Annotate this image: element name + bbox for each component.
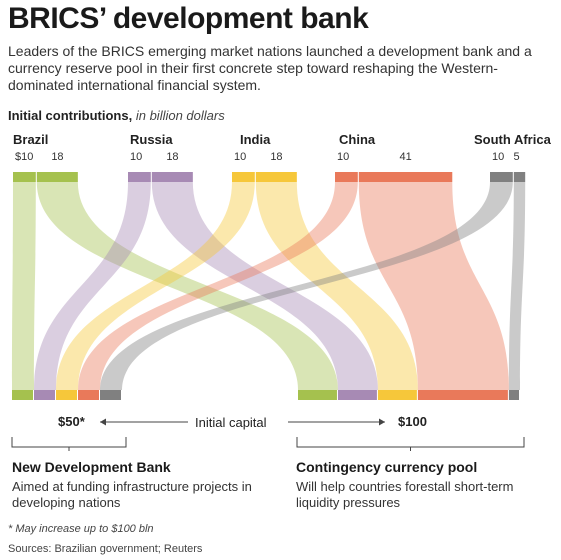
flow-bank-brazil — [12, 182, 36, 390]
contributions-unit: in billion dollars — [135, 108, 225, 123]
bracket-bank — [11, 437, 127, 451]
bar-top-pool-china — [358, 172, 453, 182]
flow-bank-russia — [34, 182, 151, 390]
country-name-russia: Russia — [130, 132, 173, 147]
bar-bottom-bank-india — [56, 390, 77, 400]
bar-top-bank-china — [335, 172, 358, 182]
flow-pool-brazil — [36, 182, 338, 390]
bar-top-pool-south-africa — [513, 172, 526, 182]
country-name-south-africa: South Africa — [474, 132, 551, 147]
bank-description: Aimed at funding infrastructure projects… — [12, 479, 252, 510]
pool-value-south-africa: 5 — [513, 151, 520, 163]
pool-value-brazil: 18 — [51, 151, 64, 163]
bar-top-pool-india — [255, 172, 297, 182]
flow-bank-india — [56, 182, 255, 390]
bar-bottom-pool-india — [377, 390, 417, 400]
pool-value-russia: 18 — [166, 151, 179, 163]
pool-heading: Contingency currency pool — [296, 459, 478, 475]
bank-value-south-africa: 10 — [492, 151, 505, 163]
page-subtitle: Leaders of the BRICS emerging market nat… — [8, 43, 532, 93]
bank-value-china: 10 — [337, 151, 350, 163]
bar-bottom-bank-brazil — [12, 390, 33, 400]
pool-total: $100 — [398, 414, 427, 429]
country-name-china: China — [339, 132, 376, 147]
flow-pool-south-africa — [508, 182, 526, 390]
pool-description: Will help countries forestall short-term… — [296, 479, 514, 510]
bar-top-pool-brazil — [36, 172, 78, 182]
pool-value-china: 41 — [399, 151, 412, 163]
bar-bottom-pool-brazil — [298, 390, 337, 400]
page-title: BRICS’ development bank — [8, 2, 369, 35]
bar-bottom-bank-south-africa — [100, 390, 121, 400]
flow-pool-china — [358, 182, 509, 390]
country-name-brazil: Brazil — [13, 132, 49, 147]
bar-bottom-pool-russia — [337, 390, 377, 400]
flow-bank-china — [78, 182, 358, 390]
initial-capital-label: Initial capital — [195, 415, 267, 430]
bank-value-india: 10 — [234, 151, 247, 163]
bracket-pool — [296, 437, 525, 451]
footnote: * May increase up to $100 bln — [8, 523, 154, 535]
contributions-title: Initial contributions, — [8, 108, 133, 123]
bank-total: $50* — [58, 414, 85, 429]
bank-heading: New Development Bank — [12, 459, 171, 475]
pool-value-india: 18 — [270, 151, 283, 163]
flow-pool-russia — [151, 182, 378, 390]
flow-pool-india — [255, 182, 418, 390]
bar-bottom-pool-china — [417, 390, 508, 400]
bar-top-bank-south-africa — [490, 172, 513, 182]
bar-bottom-pool-south-africa — [508, 390, 519, 400]
arrow-left-head — [100, 418, 106, 426]
bar-top-bank-india — [232, 172, 255, 182]
bar-top-bank-russia — [128, 172, 151, 182]
contributions-label: Initial contributions, in billion dollar… — [8, 108, 225, 123]
source-line: Sources: Brazilian government; Reuters — [8, 543, 203, 555]
arrow-right-head — [379, 418, 385, 426]
country-name-india: India — [240, 132, 271, 147]
bank-value-russia: 10 — [130, 151, 143, 163]
bar-bottom-bank-russia — [34, 390, 55, 400]
bar-top-bank-brazil — [13, 172, 36, 182]
bank-value-brazil: $10 — [15, 151, 34, 163]
bar-bottom-bank-china — [78, 390, 99, 400]
bar-top-pool-russia — [151, 172, 193, 182]
flow-bank-south-africa — [100, 182, 513, 390]
